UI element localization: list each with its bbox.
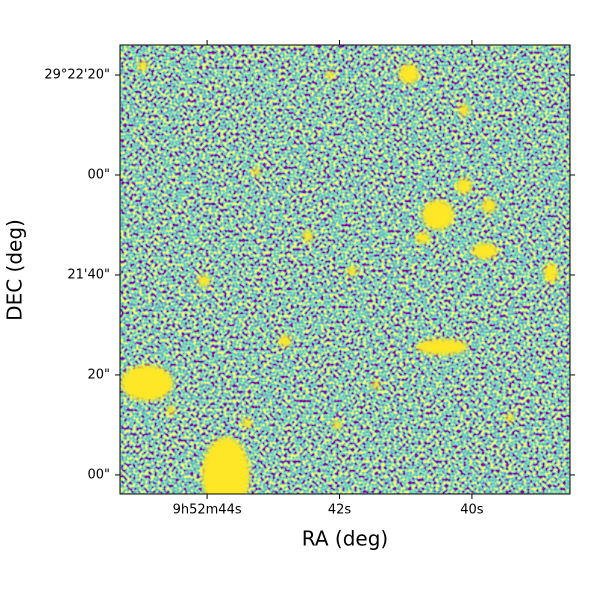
x-tick-label: 42s [328,503,352,518]
y-tick-label: 29°22'20" [44,68,110,83]
y-tick-label: 00" [87,167,110,182]
image [120,45,570,494]
plot-frame [119,44,571,495]
x-tick-label: 9h52m44s [173,503,242,518]
x-axis-label: RA (deg) [302,527,388,551]
x-tick-label: 40s [460,503,484,518]
y-tick-label: 00" [87,467,110,482]
y-tick-label: 21'40" [67,267,110,282]
sources [121,61,558,494]
y-axis-label: DEC (deg) [3,219,27,321]
y-tick-label: 20" [87,367,110,382]
